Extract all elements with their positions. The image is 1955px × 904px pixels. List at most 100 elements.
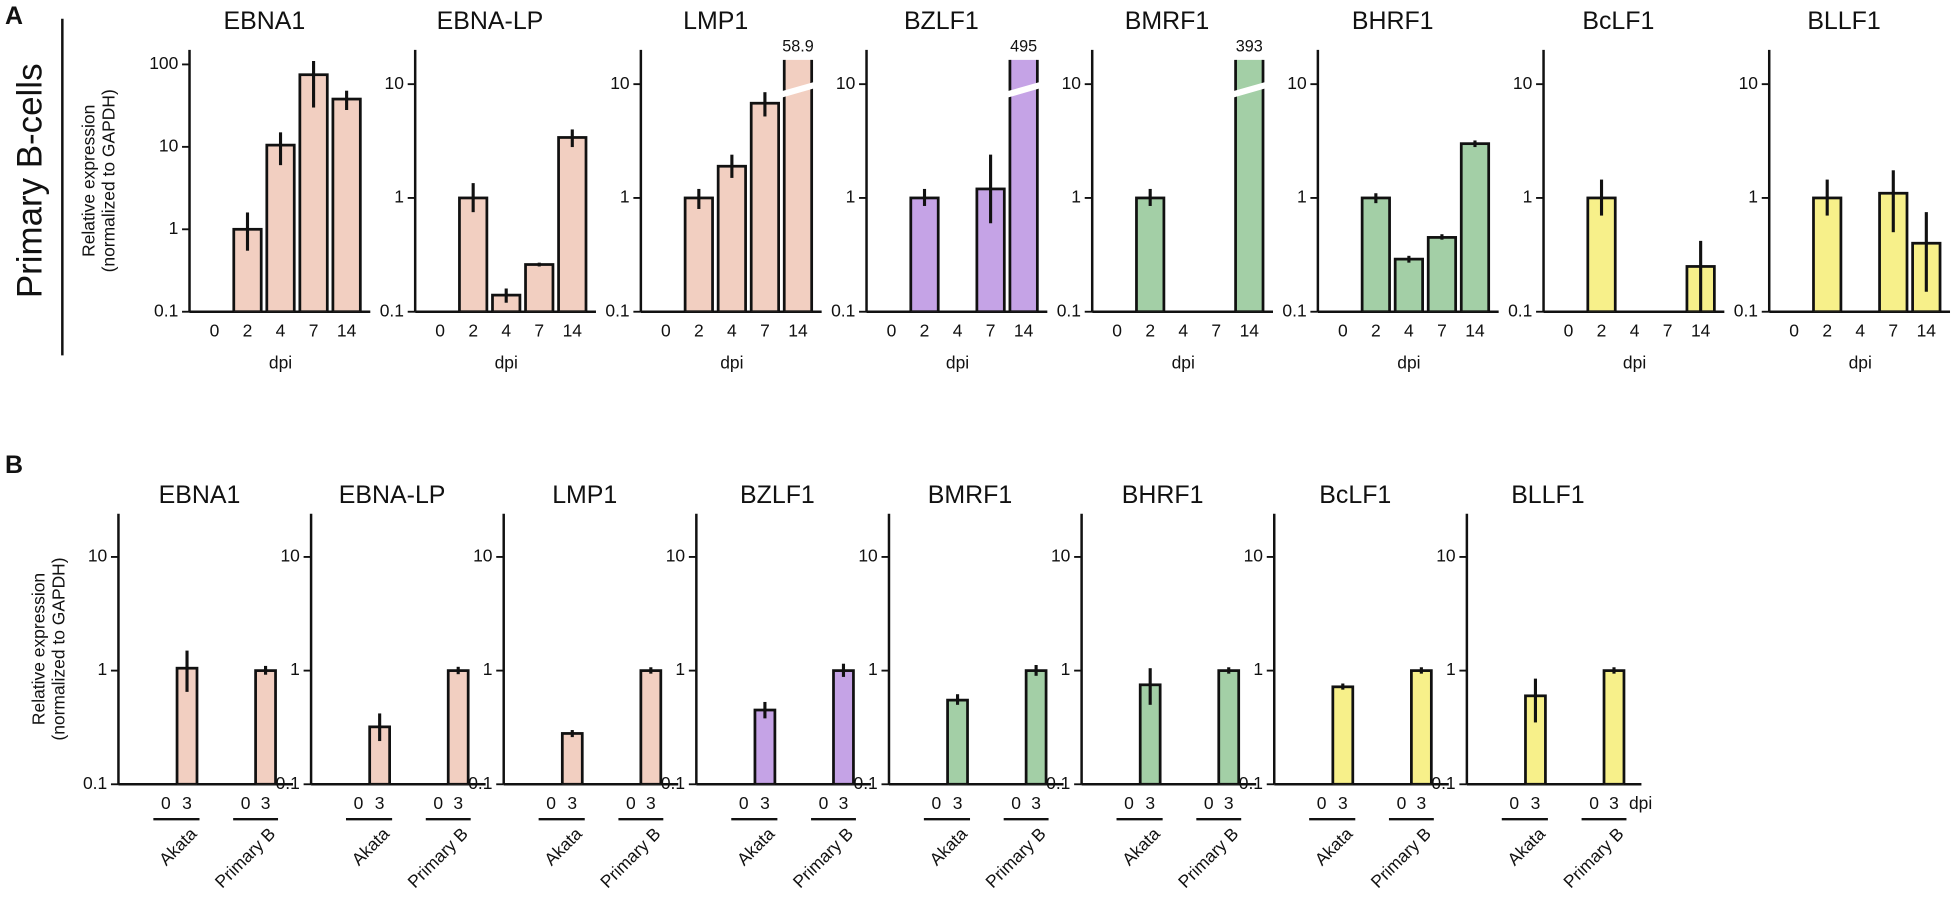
y-tick-label: 10 [666, 546, 686, 566]
x-tick-label: 3 [1145, 793, 1155, 813]
y-tick-label: 1 [483, 659, 493, 679]
bar [1008, 59, 1039, 312]
panel-chart: EBNA-LP 0.1 1 10 0 2 4 7 14 dpi [380, 7, 596, 373]
bar [1331, 685, 1355, 785]
x-tick-label: 4 [727, 320, 737, 340]
x-tick-label: 2 [1597, 320, 1607, 340]
x-tick-label: 7 [760, 320, 770, 340]
bar [298, 73, 329, 312]
x-tick-label: 3 [375, 793, 385, 813]
y-tick-label: 1 [169, 218, 179, 238]
y-tick-label: 1 [290, 659, 300, 679]
y-tick-label: 1 [1748, 187, 1758, 207]
bar [1459, 142, 1491, 312]
chart-title: BZLF1 [740, 481, 815, 509]
y-tick-label: 1 [98, 659, 108, 679]
bar [1234, 59, 1265, 312]
panel-chart: BHRF1 0.1 1 10 0 2 4 7 14 dpi [1282, 7, 1499, 373]
x-tick-label: 14 [1465, 320, 1485, 340]
y-tick-label: 10 [1287, 73, 1307, 93]
y-tick-label: 10 [836, 73, 856, 93]
y-tick-label: 1 [620, 187, 630, 207]
chart-title: BcLF1 [1582, 7, 1654, 35]
x-tick-label: 2 [1145, 320, 1155, 340]
x-tick-label: 2 [920, 320, 930, 340]
y-tick-label: 0.1 [468, 773, 492, 793]
group-label: Akata [540, 823, 586, 869]
y-tick-label: 1 [1253, 659, 1263, 679]
x-tick-label: 4 [953, 320, 963, 340]
y-tick-label: 10 [1062, 73, 1082, 93]
bar [782, 59, 814, 312]
x-tick-label: 0 [1397, 793, 1407, 813]
chart-title: EBNA1 [223, 7, 305, 35]
y-tick-label: 1 [1071, 187, 1081, 207]
x-tick-label: 2 [1822, 320, 1832, 340]
x-tick-label: 0 [1112, 320, 1122, 340]
bar [749, 101, 781, 312]
y-tick-label: 0.1 [380, 300, 404, 320]
group-label: Akata [1503, 823, 1549, 869]
group-label: Akata [348, 823, 394, 869]
bar [1135, 196, 1166, 312]
x-tick-label: 0 [932, 793, 942, 813]
x-tick-label: 0 [661, 320, 671, 340]
x-tick-label: 7 [1663, 320, 1673, 340]
x-tick-label: 4 [501, 320, 511, 340]
x-tick-label: 3 [182, 793, 192, 813]
x-tick-label: 3 [567, 793, 577, 813]
x-tick-label: 0 [1564, 320, 1574, 340]
bar [1393, 257, 1424, 312]
x-axis-label: dpi [1172, 353, 1195, 373]
y-tick-label: 0.1 [1508, 300, 1532, 320]
chart-title: EBNA-LP [339, 481, 446, 509]
panel-chart: LMP1 0.1 1 10 0 2 4 7 14 dpi 58.9 [605, 7, 822, 373]
x-tick-label: 0 [1589, 793, 1599, 813]
x-tick-label: 0 [1124, 793, 1134, 813]
x-tick-label: 3 [1031, 793, 1041, 813]
x-tick-label: 0 [1509, 793, 1519, 813]
group-label: Akata [733, 823, 779, 869]
group-label: Akata [1311, 823, 1357, 869]
x-tick-label: 3 [1417, 793, 1427, 813]
x-tick-label: 0 [1317, 793, 1327, 813]
x-axis-label: dpi [269, 353, 292, 373]
axis-break [1005, 81, 1042, 98]
x-tick-label: 7 [534, 320, 544, 340]
chart-title: LMP1 [683, 7, 748, 35]
panel-chart: BMRF1 0.1 1 10 0 2 4 7 14 dpi 393 [1057, 7, 1273, 373]
row-label: Primary B-cells [11, 63, 50, 298]
y-tick-label: 0.1 [605, 300, 629, 320]
chart-title: LMP1 [552, 481, 617, 509]
x-axis-label: dpi [1629, 793, 1652, 813]
bar [524, 263, 555, 312]
x-axis-label: dpi [946, 353, 969, 373]
y-tick-label: 0.1 [1431, 773, 1455, 793]
x-tick-label: 3 [839, 793, 849, 813]
chart-title: BHRF1 [1122, 481, 1204, 509]
x-tick-label: 7 [1888, 320, 1898, 340]
group-label: Primary B [404, 824, 472, 892]
y-tick-label: 10 [1244, 546, 1264, 566]
x-axis-label: dpi [1623, 353, 1646, 373]
bar [1410, 669, 1433, 785]
group-label: Akata [155, 823, 201, 869]
x-tick-label: 7 [986, 320, 996, 340]
bar [265, 143, 296, 312]
y-tick-label: 10 [1051, 546, 1071, 566]
x-tick-label: 0 [739, 793, 749, 813]
chart-title: BMRF1 [1125, 7, 1209, 35]
group-label: Primary B [1174, 824, 1242, 892]
chart-title: BMRF1 [928, 481, 1012, 509]
y-tick-label: 10 [159, 135, 179, 155]
bar [1217, 669, 1241, 785]
x-tick-label: 3 [1224, 793, 1234, 813]
group-label: Primary B [1559, 824, 1627, 892]
y-tick-label: 0.1 [1734, 300, 1758, 320]
panel-chart: BLLF1 0.1 1 10 0 2 4 7 14 dpi [1734, 7, 1951, 373]
